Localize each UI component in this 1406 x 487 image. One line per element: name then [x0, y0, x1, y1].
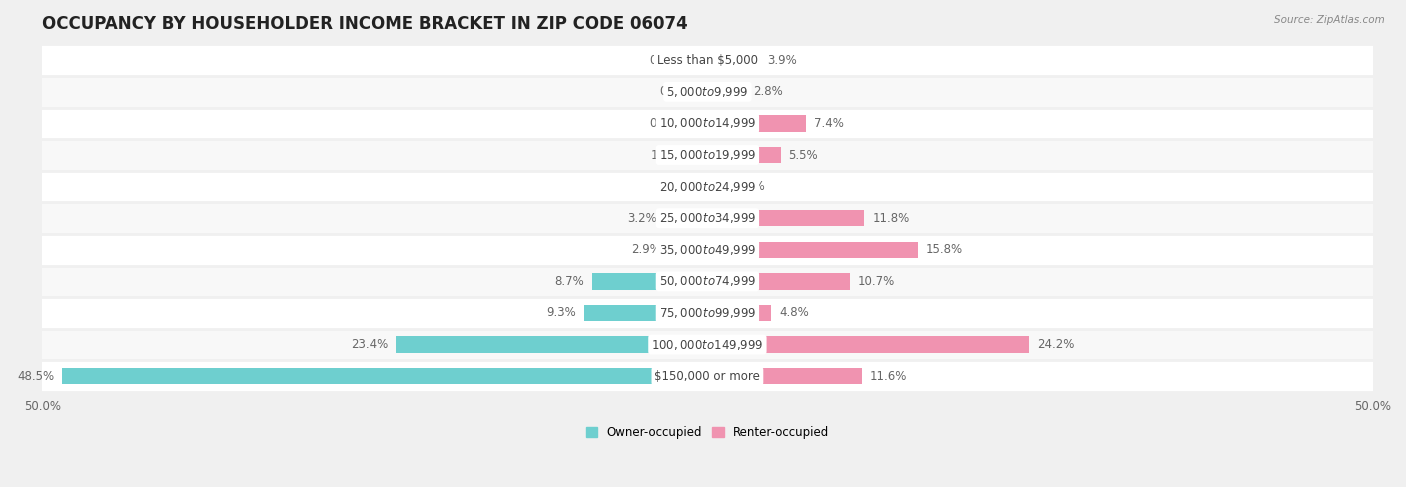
Text: 1.4%: 1.4% — [651, 149, 681, 162]
Text: $10,000 to $14,999: $10,000 to $14,999 — [658, 116, 756, 131]
Text: 48.5%: 48.5% — [17, 370, 55, 383]
Text: $5,000 to $9,999: $5,000 to $9,999 — [666, 85, 748, 99]
Bar — [665, 210, 707, 226]
Legend: Owner-occupied, Renter-occupied: Owner-occupied, Renter-occupied — [581, 421, 834, 444]
Bar — [707, 115, 806, 131]
Text: 2.8%: 2.8% — [752, 85, 782, 98]
Text: $75,000 to $99,999: $75,000 to $99,999 — [658, 306, 756, 320]
Text: 11.8%: 11.8% — [872, 212, 910, 225]
Bar — [592, 273, 707, 290]
Bar — [42, 297, 1372, 329]
Text: 0.95%: 0.95% — [650, 117, 686, 130]
Text: $20,000 to $24,999: $20,000 to $24,999 — [658, 180, 756, 194]
Bar — [707, 305, 772, 321]
Text: Less than $5,000: Less than $5,000 — [657, 54, 758, 67]
Bar — [707, 147, 780, 163]
Bar — [42, 360, 1372, 392]
Text: 3.2%: 3.2% — [627, 212, 657, 225]
Text: $50,000 to $74,999: $50,000 to $74,999 — [658, 274, 756, 288]
Text: 0.23%: 0.23% — [659, 85, 696, 98]
Text: 3.9%: 3.9% — [768, 54, 797, 67]
Bar — [707, 368, 862, 384]
Bar — [42, 329, 1372, 360]
Bar — [707, 84, 745, 100]
Bar — [707, 242, 918, 258]
Text: 0.95%: 0.95% — [650, 54, 686, 67]
Text: $15,000 to $19,999: $15,000 to $19,999 — [658, 148, 756, 162]
Text: 15.8%: 15.8% — [925, 244, 963, 256]
Bar — [707, 273, 849, 290]
Bar — [583, 305, 707, 321]
Bar — [707, 337, 1029, 353]
Text: 7.4%: 7.4% — [814, 117, 844, 130]
Bar — [42, 139, 1372, 171]
Text: 1.5%: 1.5% — [735, 180, 765, 193]
Bar — [707, 210, 865, 226]
Bar — [42, 234, 1372, 265]
Text: $150,000 or more: $150,000 or more — [654, 370, 761, 383]
Text: $35,000 to $49,999: $35,000 to $49,999 — [658, 243, 756, 257]
Text: 23.4%: 23.4% — [352, 338, 388, 351]
Bar — [42, 44, 1372, 76]
Bar — [707, 178, 727, 195]
Text: 0.51%: 0.51% — [655, 180, 693, 193]
Text: 5.5%: 5.5% — [789, 149, 818, 162]
Bar — [669, 242, 707, 258]
Text: $100,000 to $149,999: $100,000 to $149,999 — [651, 337, 763, 352]
Text: 4.8%: 4.8% — [779, 306, 808, 319]
Text: 2.9%: 2.9% — [631, 244, 661, 256]
Text: $25,000 to $34,999: $25,000 to $34,999 — [658, 211, 756, 225]
Bar — [42, 76, 1372, 108]
Bar — [695, 52, 707, 69]
Text: 8.7%: 8.7% — [554, 275, 583, 288]
Bar — [707, 52, 759, 69]
Bar — [700, 178, 707, 195]
Bar — [689, 147, 707, 163]
Text: 11.6%: 11.6% — [870, 370, 907, 383]
Text: 9.3%: 9.3% — [546, 306, 575, 319]
Bar — [695, 115, 707, 131]
Bar — [42, 171, 1372, 203]
Bar — [42, 203, 1372, 234]
Bar — [42, 265, 1372, 297]
Text: 24.2%: 24.2% — [1038, 338, 1074, 351]
Bar — [396, 337, 707, 353]
Text: Source: ZipAtlas.com: Source: ZipAtlas.com — [1274, 15, 1385, 25]
Bar — [704, 84, 707, 100]
Text: OCCUPANCY BY HOUSEHOLDER INCOME BRACKET IN ZIP CODE 06074: OCCUPANCY BY HOUSEHOLDER INCOME BRACKET … — [42, 15, 688, 33]
Text: 10.7%: 10.7% — [858, 275, 896, 288]
Bar — [62, 368, 707, 384]
Bar — [42, 108, 1372, 139]
